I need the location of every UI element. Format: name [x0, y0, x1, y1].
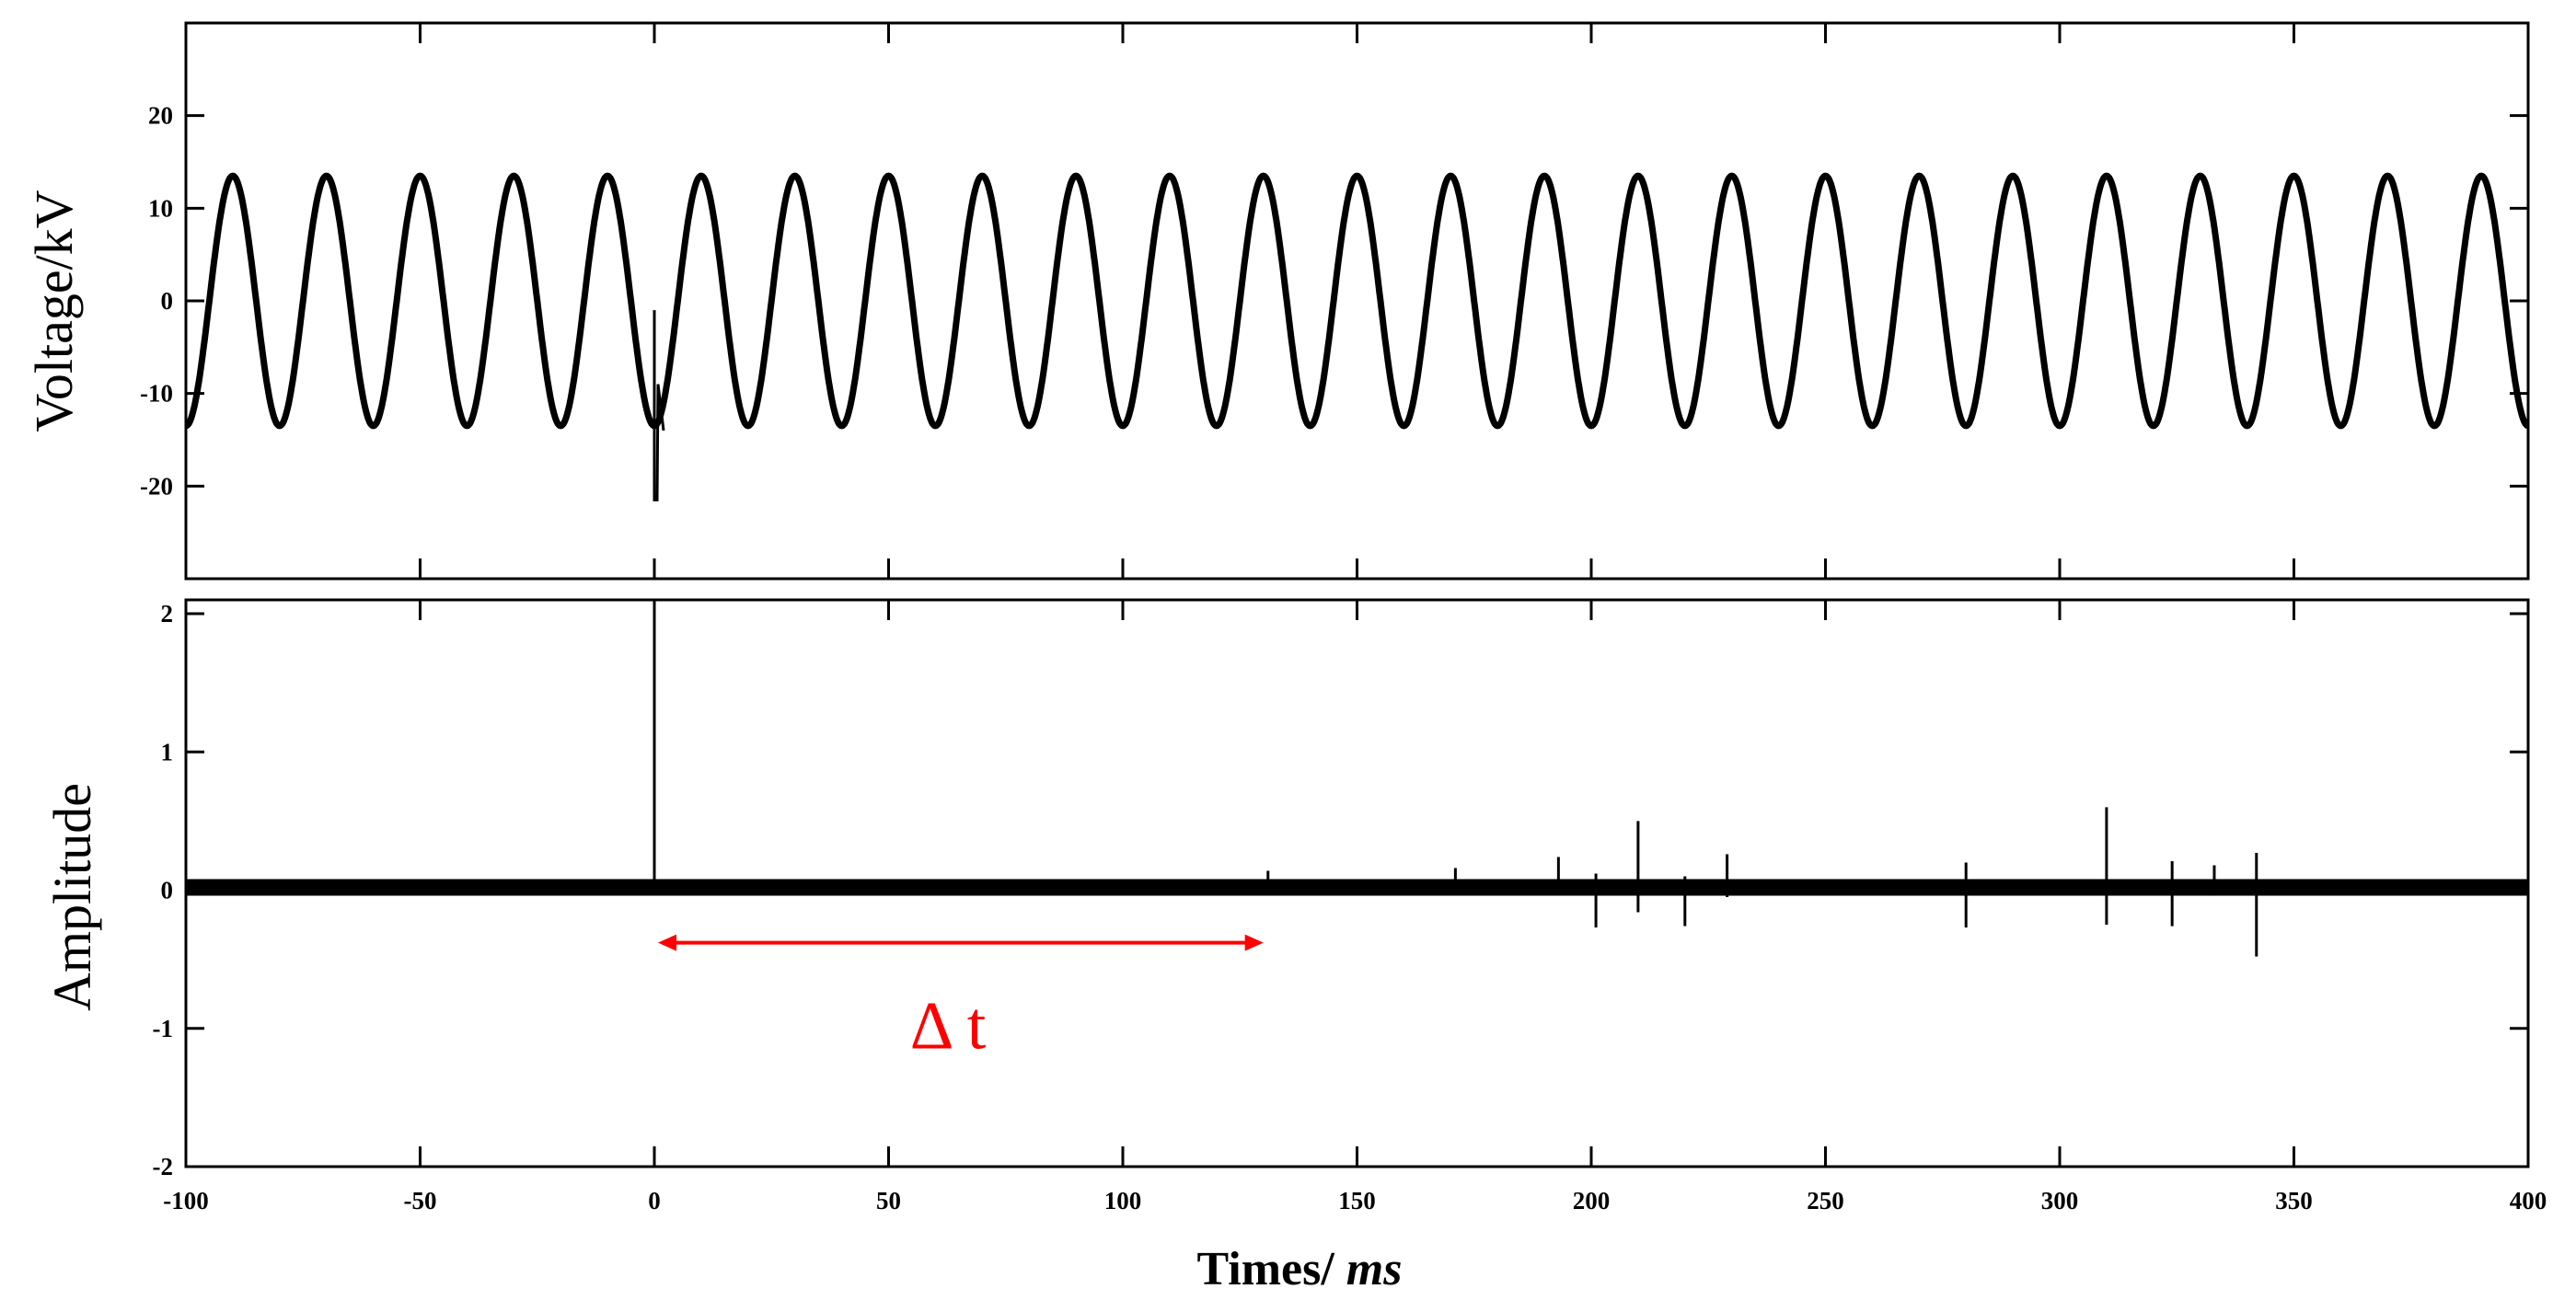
delta-t-annotation: Δ t: [658, 934, 1264, 1065]
voltage-plot-area: [183, 21, 2531, 581]
delta-t-arrow-right-head: [1244, 934, 1264, 951]
amplitude-y-tick-label: 0: [161, 877, 174, 904]
voltage-y-tick-label: 20: [148, 102, 173, 130]
amplitude-panel: -100 -50 0 50 100 150 200 250 300 350 400 2 1 0 -1 -2 A…: [42, 598, 2547, 1214]
voltage-y-tick-label: -10: [140, 380, 173, 408]
x-tick-label: 250: [1807, 1187, 1844, 1214]
x-tick-label: 300: [2041, 1187, 2079, 1214]
voltage-y-tick-label: 0: [161, 287, 174, 315]
x-tick-label: 50: [876, 1187, 901, 1214]
x-tick-label: 150: [1338, 1187, 1376, 1214]
delta-t-arrow-left-head: [658, 934, 676, 951]
amplitude-y-tick-label: -1: [153, 1015, 174, 1042]
amplitude-axis-ticks: -100 -50 0 50 100 150 200 250 300 350 400 2 1 0 -1 -2: [153, 600, 2547, 1214]
voltage-axis-label: Voltage/kV: [24, 190, 84, 432]
x-tick-label: 200: [1573, 1187, 1611, 1214]
amplitude-y-tick-label: -2: [153, 1153, 174, 1180]
x-tick-label: 400: [2510, 1187, 2547, 1214]
x-tick-label: 350: [2275, 1187, 2313, 1214]
amplitude-plot-area: [184, 598, 2530, 1168]
voltage-y-tick-label: 10: [148, 194, 173, 222]
voltage-panel: 20 10 0 -10 -20 Voltage/kV: [24, 21, 2531, 581]
voltage-disturbance-spike: [653, 310, 665, 501]
delta-t-label: Δ t: [910, 989, 987, 1065]
voltage-waveform: [183, 172, 2531, 430]
amplitude-y-tick-label: 2: [161, 600, 174, 627]
voltage-y-tick-label: -20: [140, 472, 173, 500]
amplitude-y-tick-label: 1: [161, 738, 174, 765]
voltage-axis-ticks: 20 10 0 -10 -20: [140, 23, 2530, 579]
x-tick-label: -50: [404, 1187, 437, 1214]
x-tick-label: -100: [163, 1187, 209, 1214]
x-axis-label: Times/ ms: [1197, 1243, 1403, 1295]
x-tick-label: 100: [1104, 1187, 1142, 1214]
x-tick-label: 0: [648, 1187, 661, 1214]
amplitude-baseline: [186, 879, 2528, 896]
amplitude-axis-label: Amplitude: [42, 783, 102, 1011]
